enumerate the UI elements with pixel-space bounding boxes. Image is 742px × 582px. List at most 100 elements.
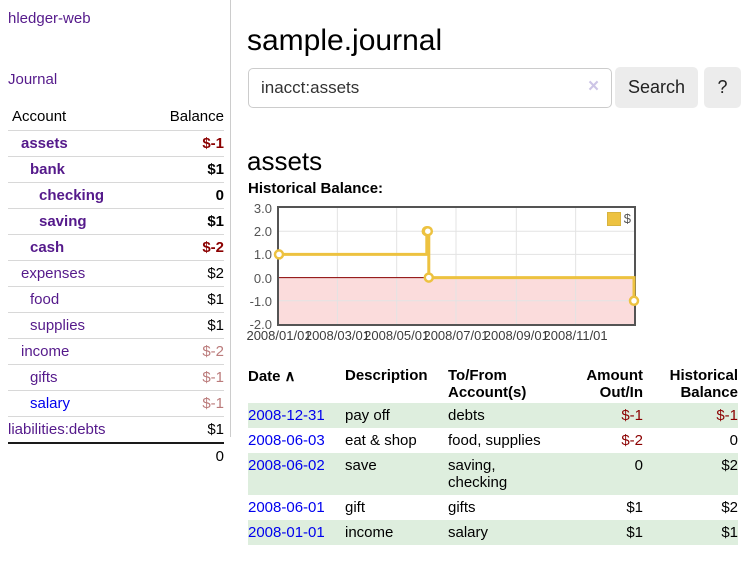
help-button[interactable]: ? xyxy=(704,67,741,108)
transaction-amount: $1 xyxy=(626,499,643,516)
account-link-bank[interactable]: bank xyxy=(8,156,144,183)
chart-legend: $ xyxy=(606,211,631,226)
transaction-date-link[interactable]: 2008-12-31 xyxy=(248,407,325,424)
account-balance: $1 xyxy=(143,208,224,235)
search-button[interactable]: Search xyxy=(615,67,699,108)
y-tick-label: 3.0 xyxy=(253,201,272,216)
chart-title: Historical Balance: xyxy=(248,180,384,197)
balance-chart-svg xyxy=(273,208,640,324)
accounts-balance-table: Account Balance assets $-1 bank $1 check… xyxy=(8,104,224,469)
description-header-label: Description xyxy=(345,367,428,384)
account-link-salary[interactable]: salary xyxy=(8,390,144,417)
account-link-food[interactable]: food xyxy=(8,286,144,313)
y-tick-label: 2.0 xyxy=(253,224,272,240)
transaction-balance: 0 xyxy=(729,432,738,449)
account-link-expenses[interactable]: expenses xyxy=(8,260,144,287)
date-header-label: Date xyxy=(248,368,281,385)
account-row-food: food $1 xyxy=(8,286,224,313)
transaction-description: income xyxy=(345,524,394,541)
clear-search-icon[interactable]: × xyxy=(588,76,600,97)
account-row-checking: checking 0 xyxy=(8,182,224,209)
account-balance: $-1 xyxy=(143,390,224,417)
tofrom-header-line2: Account(s) xyxy=(448,384,527,401)
account-link-liabilities-debts[interactable]: liabilities:debts xyxy=(8,416,144,443)
accounts-header-balance: Balance xyxy=(169,108,224,125)
table-row: 2008-06-01 gift gifts $1 $2 xyxy=(248,495,738,520)
register-header-row: Date ∧ Description To/From Account(s) Amo… xyxy=(248,365,738,403)
account-link-cash[interactable]: cash xyxy=(8,234,144,261)
account-balance: $1 xyxy=(143,416,224,443)
y-tick-label: -1.0 xyxy=(249,293,272,309)
accounts-total-value: 0 xyxy=(143,442,224,469)
account-row-gifts: gifts $-1 xyxy=(8,364,224,391)
account-link-saving[interactable]: saving xyxy=(8,208,144,235)
account-row-liabilities-debts: liabilities:debts $1 xyxy=(8,416,224,443)
account-row-bank: bank $1 xyxy=(8,156,224,183)
sort-ascending-icon: ∧ xyxy=(284,368,296,385)
tofrom-header-line1: To/From xyxy=(448,367,507,384)
transaction-balance: $2 xyxy=(721,499,738,516)
transaction-date-link[interactable]: 2008-06-03 xyxy=(248,432,325,449)
account-balance: $2 xyxy=(143,260,224,287)
account-row-salary: salary $-1 xyxy=(8,390,224,417)
account-row-supplies: supplies $1 xyxy=(8,312,224,339)
account-link-gifts[interactable]: gifts xyxy=(8,364,144,391)
account-balance: $1 xyxy=(143,156,224,183)
register-table: Date ∧ Description To/From Account(s) Amo… xyxy=(248,365,738,545)
transaction-date-link[interactable]: 2008-06-02 xyxy=(248,457,325,474)
sidebar-divider xyxy=(230,0,231,437)
transaction-date-link[interactable]: 2008-01-01 xyxy=(248,524,325,541)
transaction-description: save xyxy=(345,457,377,474)
transaction-balance: $2 xyxy=(721,457,738,474)
account-balance: $-1 xyxy=(143,364,224,391)
transaction-accounts: saving, checking xyxy=(448,457,508,491)
account-heading: assets xyxy=(247,145,323,176)
column-header-amount: Amount Out/In xyxy=(563,365,643,403)
table-row: 2008-06-03 eat & shop food, supplies $-2… xyxy=(248,428,738,453)
account-row-income: income $-2 xyxy=(8,338,224,365)
search-input[interactable] xyxy=(248,68,612,108)
transaction-amount: $-1 xyxy=(621,407,643,424)
amount-header-line1: Amount xyxy=(586,367,643,384)
column-header-tofrom: To/From Account(s) xyxy=(448,365,563,403)
account-balance: $1 xyxy=(143,312,224,339)
x-tick-label: 2008/05/01 xyxy=(364,328,430,343)
transaction-accounts: food, supplies xyxy=(448,432,541,449)
account-balance: 0 xyxy=(143,182,224,209)
historical-header-line1: Historical xyxy=(669,367,738,384)
account-balance: $1 xyxy=(143,286,224,313)
transaction-description: pay off xyxy=(345,407,390,424)
chart-x-axis-labels: 2008/01/01 2008/03/01 2008/05/01 2008/07/01… xyxy=(246,328,634,343)
account-link-assets[interactable]: assets xyxy=(8,130,144,157)
accounts-header-row: Account Balance xyxy=(8,104,224,131)
transaction-accounts: debts xyxy=(448,407,485,424)
chart-y-axis-labels: 3.0 2.0 1.0 0.0 -1.0 -2.0 xyxy=(238,201,272,332)
y-tick-label: 0.0 xyxy=(253,270,272,286)
column-header-description: Description xyxy=(345,365,448,403)
app-brand-link[interactable]: hledger-web xyxy=(8,10,91,27)
y-tick-label: -2.0 xyxy=(249,317,272,332)
transaction-amount: 0 xyxy=(634,457,643,474)
accounts-header-account: Account xyxy=(12,108,67,125)
account-link-checking[interactable]: checking xyxy=(8,182,144,209)
x-tick-label: 2008/07/01 xyxy=(423,328,489,343)
account-link-income[interactable]: income xyxy=(8,338,144,365)
table-row: 2008-06-02 save saving, checking 0 $2 xyxy=(248,453,738,495)
transaction-date-link[interactable]: 2008-06-01 xyxy=(248,499,325,516)
account-link-supplies[interactable]: supplies xyxy=(8,312,144,339)
legend-swatch-icon xyxy=(606,211,621,226)
accounts-total-row: 0 xyxy=(8,442,224,469)
sidebar-item-journal[interactable]: Journal xyxy=(8,71,58,88)
transaction-accounts: gifts xyxy=(448,499,476,516)
table-row: 2008-12-31 pay off debts $-1 $-1 xyxy=(248,403,738,428)
y-tick-label: 1.0 xyxy=(253,247,272,263)
table-row: 2008-01-01 income salary $1 $1 xyxy=(248,520,738,545)
account-row-expenses: expenses $2 xyxy=(8,260,224,287)
column-header-date[interactable]: Date ∧ xyxy=(248,365,345,403)
transaction-balance: $-1 xyxy=(716,407,738,424)
account-row-assets: assets $-1 xyxy=(8,130,224,157)
account-balance: $-2 xyxy=(143,338,224,365)
transaction-description: eat & shop xyxy=(345,432,417,449)
x-tick-label: 2008/09/01 xyxy=(483,328,549,343)
x-tick-label: 2008/01/01 xyxy=(246,328,312,343)
